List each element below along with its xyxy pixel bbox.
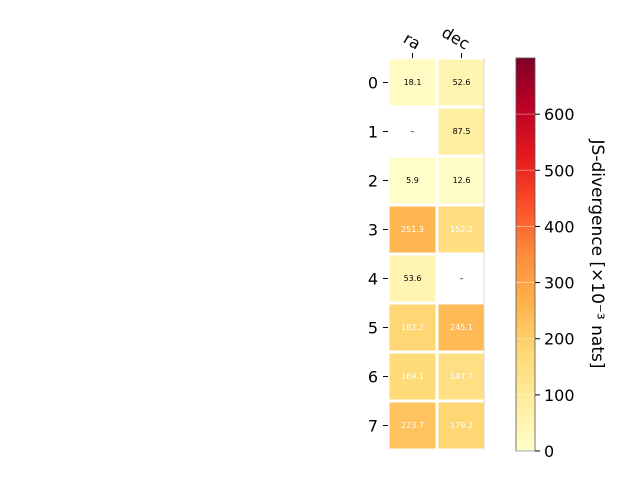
cell-value-label: 251.3 [401, 225, 424, 234]
heatmap-cell [438, 157, 485, 204]
colorbar-tick-label: 300 [544, 274, 575, 293]
heatmap-cell [389, 59, 436, 106]
heatmap-cell [438, 402, 485, 449]
cell-value-label: 12.6 [453, 176, 471, 185]
colorbar-tick-label: 200 [544, 330, 575, 349]
colorbar-label: JS-divergence [×10⁻³ nats] [587, 139, 607, 369]
colorbar-tick-label: 600 [544, 105, 575, 124]
heatmap-cell [438, 59, 485, 106]
cell-value-label: 52.6 [453, 78, 471, 87]
column-tick-label: ra [400, 29, 424, 54]
heatmap-grid: 18.1 52.6 – 87.5 5.9 12.6 251.3 152.2 53.6 – 182.2… [368, 23, 485, 450]
heatmap-cell [389, 157, 436, 204]
row-tick-label: 7 [368, 417, 378, 436]
colorbar-gradient [515, 57, 536, 452]
heatmap-cell [389, 353, 436, 400]
heatmap-cell [389, 255, 436, 302]
column-tick-label: dec [439, 23, 473, 54]
cell-value-label: 245.1 [450, 323, 473, 332]
row-tick-label: 1 [368, 123, 378, 142]
cell-value-label: – [460, 274, 464, 283]
cell-value-label: – [411, 127, 415, 136]
cell-value-label: 147.7 [450, 372, 473, 381]
heatmap-cell [389, 304, 436, 351]
colorbar-tick-label: 500 [544, 161, 575, 180]
colorbar-tick-label: 0 [544, 442, 554, 461]
heatmap-cell [438, 108, 485, 155]
row-tick-label: 2 [368, 172, 378, 191]
colorbar-tick-label: 100 [544, 386, 575, 405]
cell-value-label: 223.7 [401, 421, 424, 430]
heatmap-cell [438, 304, 485, 351]
cell-value-label: 5.9 [406, 176, 419, 185]
colorbar-tick-label: 400 [544, 217, 575, 236]
row-tick-label: 3 [368, 221, 378, 240]
cell-value-label: 169.1 [401, 372, 424, 381]
heatmap-cell [438, 353, 485, 400]
cell-value-label: 87.5 [453, 127, 471, 136]
colorbar: JS-divergence [×10⁻³ nats] 0 100 200 300 400… [515, 57, 607, 461]
cell-value-label: 152.2 [450, 225, 473, 234]
heatmap-cell [389, 206, 436, 253]
heatmap-cell [438, 206, 485, 253]
cell-value-label: 179.2 [450, 421, 473, 430]
row-tick-label: 6 [368, 368, 378, 387]
cell-value-label: 18.1 [404, 78, 422, 87]
row-tick-label: 4 [368, 270, 378, 289]
row-tick-label: 0 [368, 74, 378, 93]
cell-value-label: 182.2 [401, 323, 424, 332]
cell-value-label: 53.6 [404, 274, 422, 283]
heatmap-cell [389, 402, 436, 449]
row-tick-label: 5 [368, 319, 378, 338]
